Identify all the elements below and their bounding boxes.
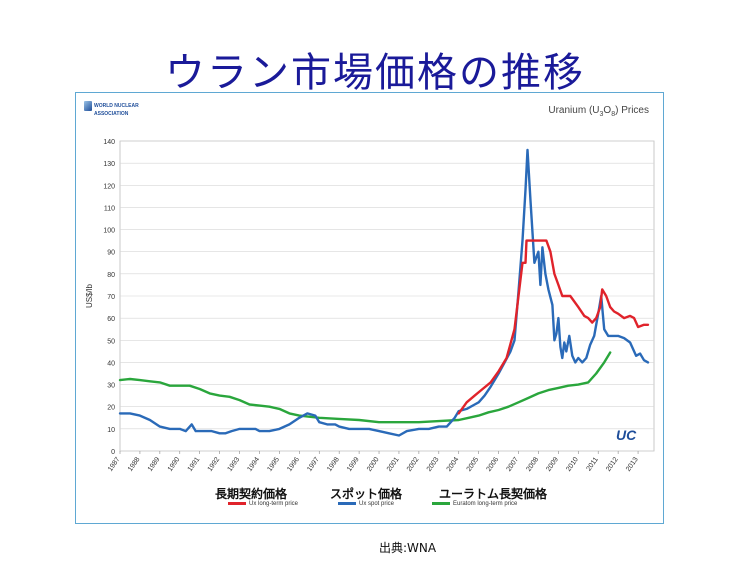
chart-frame: WORLD NUCLEAR ASSOCIATION Uranium (U3O8) …	[75, 92, 664, 524]
chart-heading: Uranium (U3O8) Prices	[548, 105, 649, 118]
heading-part-2: O	[603, 105, 612, 116]
x-tick-label: 2010	[565, 456, 580, 473]
y-tick-label: 20	[107, 405, 115, 412]
x-tick-label: 2002	[406, 456, 421, 473]
series-layer	[118, 148, 650, 437]
x-tick-label: 1997	[306, 456, 321, 473]
series-line-spot	[118, 148, 650, 437]
x-tick-label: 2008	[525, 456, 540, 473]
series-line-long-term	[457, 239, 650, 415]
x-tick-label: 2000	[366, 456, 381, 473]
x-tick-label: 1992	[207, 456, 222, 473]
x-tick-label: 1990	[167, 456, 182, 473]
x-tick-label: 1993	[227, 456, 242, 473]
y-tick-label: 10	[107, 427, 115, 434]
y-tick-label: 90	[107, 250, 115, 257]
legend-jp-long-term: 長期契約価格	[215, 487, 288, 501]
x-tick-label: 2005	[466, 456, 481, 473]
legend-swatch-spot	[338, 501, 356, 505]
y-tick-label: 110	[104, 205, 115, 212]
x-tick-label: 2006	[486, 456, 501, 473]
slide-title: ウラン市場価格の推移	[165, 50, 585, 96]
y-tick-label: 70	[107, 294, 115, 301]
legend-long-term: Ux long-term price	[228, 501, 298, 507]
x-tick-label: 1995	[266, 456, 281, 473]
y-tick-label: 100	[103, 228, 115, 235]
y-tick-label: 30	[107, 383, 115, 390]
heading-part-3: ) Prices	[615, 105, 649, 116]
legend-label-euratom: Euratom long-term price	[453, 501, 518, 507]
grid-layer	[119, 140, 655, 452]
x-tick-label: 1989	[147, 456, 162, 473]
y-tick-label: 120	[103, 183, 115, 190]
logo-line-2: ASSOCIATION	[94, 111, 129, 117]
x-tick-label: 2013	[625, 456, 640, 473]
y-tick-label: 80	[107, 272, 115, 279]
x-tick-label: 1996	[286, 456, 301, 473]
x-tick-label: 2007	[505, 456, 520, 473]
heading-sub-2: 8	[611, 111, 616, 118]
x-tick-label: 1991	[187, 456, 202, 473]
x-tick-label: 1994	[246, 456, 261, 473]
legend-swatch-long-term	[228, 501, 246, 505]
legend-jp-euratom: ユーラトム長契価格	[439, 487, 548, 501]
price-chart: 0 10 20 30 40 50 60 70 80 90 100 110 120 130 140 1987 19…	[85, 139, 655, 473]
x-tick-label: 1999	[346, 456, 361, 473]
y-tick-label: 130	[103, 161, 115, 168]
y-tick-label: 40	[107, 360, 115, 367]
y-tick-label: 140	[103, 139, 115, 146]
x-tick-label: 2001	[386, 456, 401, 473]
uxc-watermark: UC	[616, 427, 637, 443]
y-tick-label: 60	[107, 316, 115, 323]
axis-layer: 0 10 20 30 40 50 60 70 80 90 100 110 120 130 140 1987 19…	[103, 139, 639, 473]
x-tick-label: 1987	[107, 456, 122, 473]
y-axis-label: US$/lb	[85, 283, 94, 308]
heading-sub-1: 3	[599, 111, 604, 118]
series-line-euratom	[118, 351, 612, 424]
legend-swatch-euratom	[432, 501, 450, 505]
legend-euratom: Euratom long-term price	[432, 501, 517, 507]
legend-label-long-term: Ux long-term price	[249, 501, 299, 507]
x-tick-label: 2009	[545, 456, 560, 473]
x-tick-label: 2011	[585, 456, 599, 472]
logo-text: WORLD NUCLEAR ASSOCIATION	[84, 103, 139, 117]
legend-label-spot: Ux spot price	[359, 501, 395, 507]
x-tick-label: 2004	[446, 456, 461, 473]
legend-spot: Ux spot price	[338, 501, 394, 507]
x-tick-label: 2012	[605, 456, 620, 473]
y-tick-label: 0	[111, 449, 115, 456]
wna-logo-icon	[84, 101, 92, 111]
wna-logo: WORLD NUCLEAR ASSOCIATION	[84, 101, 139, 117]
x-tick-label: 1988	[127, 456, 142, 473]
legend-jp-spot: スポット価格	[330, 487, 403, 501]
heading-part-1: Uranium (U	[548, 105, 600, 116]
source-note: 出典:WNA	[379, 541, 437, 555]
x-tick-label: 2003	[426, 456, 441, 473]
logo-line-1: WORLD NUCLEAR	[94, 103, 139, 110]
y-tick-label: 50	[107, 338, 115, 345]
x-tick-label: 1998	[326, 456, 341, 473]
